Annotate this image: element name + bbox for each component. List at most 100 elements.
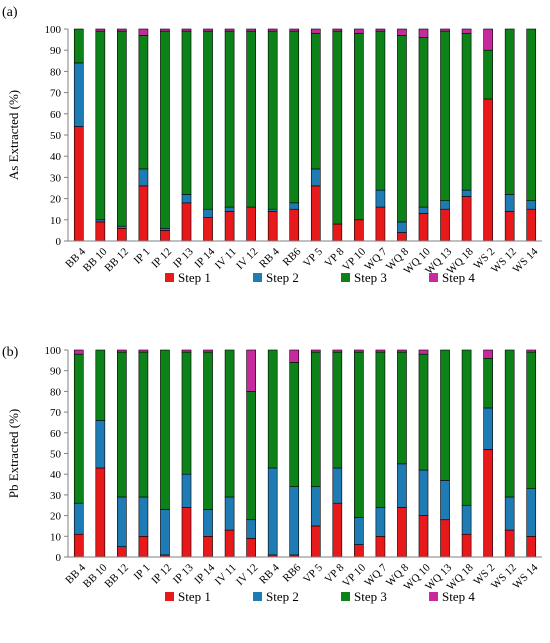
panel-b-bar-wq-13-step-3 bbox=[440, 349, 450, 481]
panel-b-bar-ip-13-step-4 bbox=[181, 349, 192, 353]
panel-a-x-tick-bb-12: BB 12 bbox=[102, 246, 131, 275]
panel-a-bar-bb-4-step-3 bbox=[73, 28, 84, 64]
panel-b-x-tick-vp-10: VP 10 bbox=[340, 561, 368, 589]
panel-a-x-tick-ws-14: WS 14 bbox=[511, 245, 541, 275]
panel-a-bar-ws-12-step-1 bbox=[504, 211, 515, 242]
panel-a-x-tick-wq-7: WQ 7 bbox=[362, 245, 390, 273]
panel-b-bar-ip-14-step-2 bbox=[203, 509, 213, 537]
panel-b-bar-rb-4-step-3 bbox=[267, 349, 278, 469]
panel-b-bar-ip-13-step-3 bbox=[181, 351, 192, 475]
panel-b-legend-label-step-4: Step 4 bbox=[442, 589, 475, 604]
panel-b-bar-vp-10-step-2 bbox=[354, 517, 364, 545]
panel-a-bar-ip-13-step-1 bbox=[181, 202, 192, 242]
panel-b-bar-wq-8-step-4 bbox=[397, 349, 407, 353]
panel-a-bar-vp-10-step-3 bbox=[354, 32, 364, 221]
panel-a-y-tick-10: 10 bbox=[50, 215, 62, 227]
panel-a-bar-wq-8-step-3 bbox=[397, 35, 407, 223]
panel-b-bar-bb-10-step-3 bbox=[95, 349, 106, 421]
panel-b-y-tick-10: 10 bbox=[50, 531, 62, 543]
panel-b-x-tick-ip-12: IP 12 bbox=[149, 562, 174, 587]
panel-b-bar-ip-12-step-2 bbox=[160, 509, 170, 556]
panel-b-bar-ip-12-step-3 bbox=[160, 349, 170, 510]
panel-b-bar-ws-2-step-4 bbox=[483, 349, 493, 359]
panel-b-bar-vp-8-step-2 bbox=[332, 467, 343, 504]
panel-b-bar-ip-1-step-2 bbox=[138, 496, 149, 537]
panel-a-x-tick-iv-11: IV 11 bbox=[213, 246, 239, 272]
panel-b-bar-iv-12-step-1 bbox=[246, 538, 256, 558]
panel-a-bar-ip-12-step-1 bbox=[160, 230, 170, 242]
panel-a-bar-wq-10-step-3 bbox=[418, 37, 429, 208]
panel-a-bar-wq-13-step-2 bbox=[440, 200, 450, 210]
panel-a-bar-ip-12-step-3 bbox=[160, 30, 170, 229]
panel-a-bar-wq-18-step-4 bbox=[461, 28, 472, 34]
panel-b-x-tick-iv-12: IV 12 bbox=[234, 562, 260, 588]
panel-a-bar-wq-7-step-1 bbox=[375, 206, 386, 242]
panel-b-legend-swatch-step-3 bbox=[341, 592, 350, 601]
panel-b-bar-ip-14-step-1 bbox=[203, 535, 213, 558]
panel-a-bar-iv-11-step-1 bbox=[224, 211, 235, 242]
panel-b-bar-bb-12-step-4 bbox=[117, 349, 127, 353]
panel-a-legend-swatch-step-1 bbox=[165, 273, 174, 282]
panel-b-bar-rb6-step-3 bbox=[289, 362, 300, 487]
panel-a-bar-bb-10-step-2 bbox=[95, 219, 106, 223]
panel-a-y-axis-title: As Extracted (%) bbox=[6, 90, 21, 180]
panel-b-bar-ip-1-step-3 bbox=[138, 351, 149, 498]
panel-a-bar-iv-12-step-3 bbox=[246, 30, 256, 208]
panel-b-bar-wq-10-step-3 bbox=[418, 353, 429, 471]
panel-b-bar-ip-14-step-3 bbox=[203, 351, 213, 510]
panel-b-bar-wq-8-step-2 bbox=[397, 463, 407, 508]
panel-a-y-tick-100: 100 bbox=[45, 24, 62, 36]
panel-a-y-tick-60: 60 bbox=[50, 109, 62, 121]
panel-b-x-tick-ip-14: IP 14 bbox=[192, 561, 217, 586]
panel-a-bar-vp-5-step-1 bbox=[310, 185, 321, 242]
panel-b-bar-vp-10-step-1 bbox=[354, 544, 364, 558]
panel-a-bar-ip-14-step-3 bbox=[203, 30, 213, 210]
panel-a-bar-wq-8-step-4 bbox=[397, 28, 407, 36]
panel-b-y-tick-40: 40 bbox=[50, 469, 62, 481]
panel-a-bar-vp-8-step-1 bbox=[332, 223, 343, 242]
panel-b-bar-ws-14-step-2 bbox=[526, 488, 537, 537]
panel-b-bar-bb-10-step-1 bbox=[95, 467, 106, 558]
panel-b-bar-bb-12-step-2 bbox=[117, 496, 127, 547]
panel-a-bar-wq-13-step-4 bbox=[440, 28, 450, 32]
panel-b-bar-vp-8-step-1 bbox=[332, 502, 343, 558]
panel-b-bar-bb-4-step-2 bbox=[73, 502, 84, 535]
panel-a-bar-bb-12-step-3 bbox=[117, 30, 127, 227]
panel-b-bar-bb-10-step-2 bbox=[95, 420, 106, 469]
panel-a-bar-wq-7-step-4 bbox=[375, 28, 386, 32]
panel-b-bar-vp-8-step-3 bbox=[332, 351, 343, 469]
panel-a-bar-iv-11-step-2 bbox=[224, 206, 235, 212]
panel-a-x-tick-iv-12: IV 12 bbox=[234, 246, 260, 272]
panel-b-y-tick-50: 50 bbox=[50, 449, 62, 461]
panel-b-bar-ip-1-step-4 bbox=[138, 349, 149, 353]
panel-b-x-tick-ip-13: IP 13 bbox=[171, 561, 196, 586]
panel-a-bar-rb6-step-1 bbox=[289, 208, 300, 242]
panel-b-legend-label-step-2: Step 2 bbox=[266, 589, 299, 604]
panel-b-bar-wq-7-step-1 bbox=[375, 535, 386, 558]
panel-b-bar-wq-18-step-1 bbox=[461, 533, 472, 558]
panel-a-bar-ip-13-step-2 bbox=[181, 194, 192, 204]
panel-b-x-tick-rb-4: RB 4 bbox=[257, 561, 282, 586]
panel-a-bar-bb-10-step-1 bbox=[95, 221, 106, 242]
panel-b-bar-ip-13-step-2 bbox=[181, 473, 192, 508]
panel-b-bar-wq-18-step-3 bbox=[461, 349, 472, 506]
panel-b-bar-wq-7-step-2 bbox=[375, 507, 386, 537]
panel-a-legend-swatch-step-4 bbox=[429, 273, 438, 282]
panel-a-bar-ip-14-step-4 bbox=[203, 28, 213, 32]
panel-a-bar-wq-13-step-3 bbox=[440, 30, 450, 202]
panel-a-bar-wq-7-step-3 bbox=[375, 30, 386, 191]
panel-a-bar-wq-7-step-2 bbox=[375, 189, 386, 208]
panel-b-y-tick-80: 80 bbox=[50, 386, 62, 398]
panel-b-bar-ws-14-step-3 bbox=[526, 351, 537, 489]
panel-a-bar-vp-8-step-3 bbox=[332, 30, 343, 225]
panel-b-bar-ws-2-step-3 bbox=[483, 357, 493, 409]
panel-a-bar-bb-12-step-2 bbox=[117, 225, 127, 229]
panel-b-bar-ws-12-step-1 bbox=[504, 529, 515, 558]
panel-b-bar-vp-5-step-3 bbox=[310, 351, 321, 487]
panel-a-bar-iv-12-step-4 bbox=[246, 28, 256, 32]
panel-b-bar-vp-5-step-4 bbox=[310, 349, 321, 353]
panel-a-bar-ws-14-step-2 bbox=[526, 200, 537, 210]
panel-b-bar-wq-8-step-1 bbox=[397, 507, 407, 558]
panel-a-bar-rb-4-step-1 bbox=[267, 211, 278, 242]
